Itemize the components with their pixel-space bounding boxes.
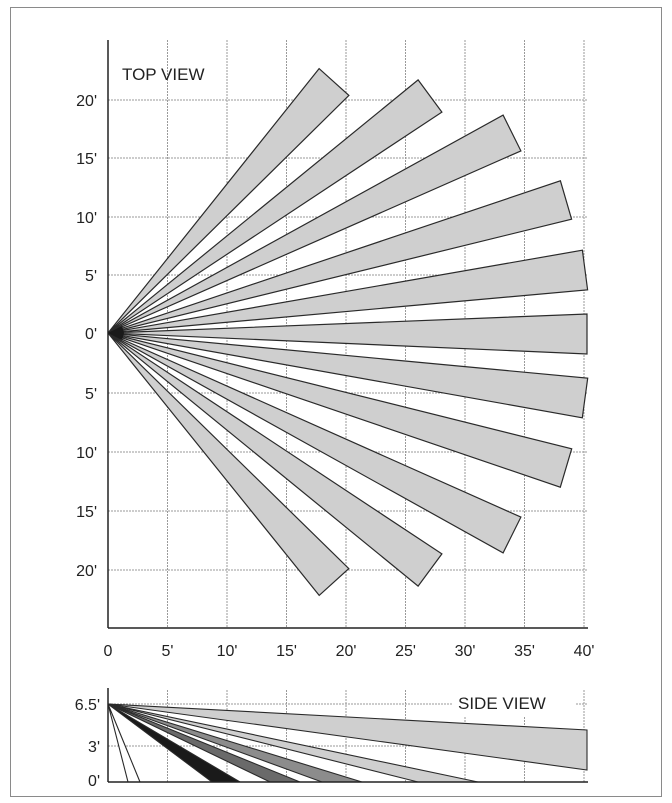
- top-y-tick-label: 20': [76, 563, 97, 580]
- top-x-tick-label: 40': [574, 643, 595, 660]
- detection-beam: [107, 332, 522, 554]
- detection-beam: [107, 67, 350, 334]
- top-y-tick-label: 10': [76, 210, 97, 227]
- top-x-tick-label: 25': [395, 643, 416, 660]
- detection-beam: [107, 332, 573, 488]
- detection-beam: [107, 79, 443, 334]
- top-y-tick-label: 15': [76, 151, 97, 168]
- side-y-tick-label: 0': [88, 773, 100, 790]
- top-view-title: TOP VIEW: [122, 65, 205, 84]
- top-x-tick-label: 5': [162, 643, 174, 660]
- side-view-beams: [107, 703, 588, 783]
- side-y-tick-label: 6.5': [75, 697, 100, 714]
- side-view-y-labels: 6.5' 3' 0': [75, 697, 100, 790]
- top-x-tick-label: 30': [455, 643, 476, 660]
- top-y-tick-label: 0': [85, 326, 97, 343]
- side-view-title-backdrop: [452, 688, 576, 716]
- top-x-tick-label: 15': [276, 643, 297, 660]
- top-y-tick-label: 10': [76, 445, 97, 462]
- side-view-plot: SIDE VIEW 6.5' 3' 0': [75, 688, 588, 790]
- side-detection-beam: [107, 703, 588, 771]
- top-x-tick-label: 0: [104, 643, 113, 660]
- top-y-tick-label: 20': [76, 93, 97, 110]
- detection-beam: [107, 249, 589, 334]
- top-x-tick-label: 10': [217, 643, 238, 660]
- detection-beam: [107, 332, 350, 597]
- top-y-tick-label: 5': [85, 386, 97, 403]
- detection-beam: [107, 332, 589, 419]
- top-x-tick-label: 35': [514, 643, 535, 660]
- sensor-origin-icon: [108, 326, 124, 340]
- detection-beam: [107, 313, 588, 355]
- top-view-x-labels: 0 5' 10' 15' 20' 25' 30' 35' 40': [104, 643, 595, 660]
- detection-beam: [107, 114, 522, 334]
- top-y-tick-label: 15': [76, 504, 97, 521]
- top-x-tick-label: 20': [336, 643, 357, 660]
- side-y-tick-label: 3': [88, 739, 100, 756]
- top-y-tick-label: 5': [85, 268, 97, 285]
- top-view-beams: [107, 67, 589, 597]
- detection-beam: [107, 332, 443, 587]
- side-view-title: SIDE VIEW: [458, 694, 546, 713]
- top-view-plot: TOP VIEW 20' 15' 10' 5' 0' 5' 10' 15' 20' 0 5' 10'…: [76, 40, 594, 660]
- detection-beam: [107, 180, 573, 334]
- top-view-y-labels: 20' 15' 10' 5' 0' 5' 10' 15' 20': [76, 93, 97, 580]
